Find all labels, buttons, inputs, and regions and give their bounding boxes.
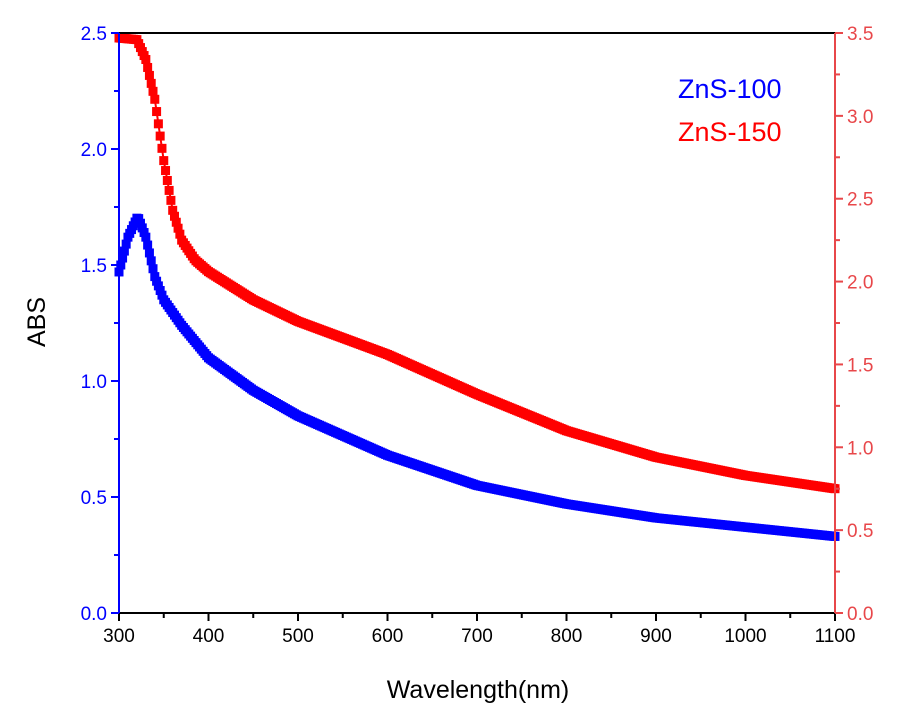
legend-zns-150: ZnS-150 <box>678 117 782 147</box>
data-point <box>150 272 160 282</box>
data-point <box>164 185 174 195</box>
data-point <box>152 107 162 117</box>
left-y-tick-label: 1.5 <box>81 256 107 277</box>
x-tick-label: 900 <box>640 626 672 647</box>
data-point <box>148 86 158 96</box>
left-y-tick-label: 0.5 <box>81 488 107 509</box>
data-point <box>144 70 154 80</box>
x-tick-label: 500 <box>282 626 314 647</box>
right-y-tick-label: 0.0 <box>847 604 873 625</box>
plot-marks <box>114 33 840 541</box>
data-point <box>168 205 178 215</box>
x-tick-label: 600 <box>372 626 404 647</box>
legend-zns-100: ZnS-100 <box>678 74 782 104</box>
x-tick-label: 1000 <box>724 626 766 647</box>
right-y-tick-label: 3.5 <box>847 24 873 45</box>
data-point <box>135 218 145 228</box>
data-point <box>155 131 165 141</box>
right-y-tick-label: 2.5 <box>847 190 873 211</box>
data-point <box>143 240 153 250</box>
series-zns-100 <box>114 213 840 541</box>
axes: 300 400 500 600 700 800 900 1000 11000.00.51.01.… <box>81 24 874 647</box>
data-point <box>169 211 179 221</box>
x-axis-label: Wavelength(nm) <box>387 676 569 704</box>
data-point <box>152 276 162 286</box>
data-point <box>150 94 160 104</box>
x-tick-label: 800 <box>551 626 583 647</box>
data-point <box>153 281 163 291</box>
data-point <box>171 217 181 227</box>
data-point <box>118 253 128 263</box>
data-point <box>157 143 167 153</box>
y-axis-label: ABS <box>23 297 51 347</box>
data-point <box>175 229 185 239</box>
data-point <box>148 264 158 274</box>
data-point <box>159 156 169 166</box>
right-y-tick-label: 1.0 <box>847 438 873 459</box>
x-tick-label: 400 <box>193 626 225 647</box>
data-point <box>146 256 156 266</box>
right-y-tick-label: 2.0 <box>847 273 873 294</box>
data-point <box>161 166 171 176</box>
data-point <box>134 214 144 224</box>
left-y-tick-label: 2.0 <box>81 140 107 161</box>
right-y-tick-label: 0.5 <box>847 521 873 542</box>
data-point <box>144 248 154 258</box>
data-point <box>153 119 163 129</box>
data-point <box>146 78 156 88</box>
data-point <box>116 260 126 270</box>
data-point <box>119 246 129 256</box>
series-line <box>118 36 836 490</box>
data-point <box>143 62 153 72</box>
left-y-tick-label: 2.5 <box>81 24 107 45</box>
data-point <box>139 228 149 238</box>
data-point <box>155 286 165 296</box>
data-point <box>166 195 176 205</box>
data-point <box>162 175 172 185</box>
left-y-tick-label: 0.0 <box>81 604 107 625</box>
x-tick-label: 700 <box>461 626 493 647</box>
data-point <box>141 232 151 242</box>
data-point <box>137 223 147 233</box>
data-point <box>141 55 151 65</box>
left-y-tick-label: 1.0 <box>81 372 107 393</box>
series-zns-150 <box>114 33 840 494</box>
right-y-tick-label: 3.0 <box>847 107 873 128</box>
right-y-tick-label: 1.5 <box>847 355 873 376</box>
data-point <box>173 223 183 233</box>
data-point <box>121 239 131 249</box>
x-tick-label: 300 <box>103 626 135 647</box>
x-tick-label: 1100 <box>815 626 856 647</box>
data-point <box>157 290 167 300</box>
